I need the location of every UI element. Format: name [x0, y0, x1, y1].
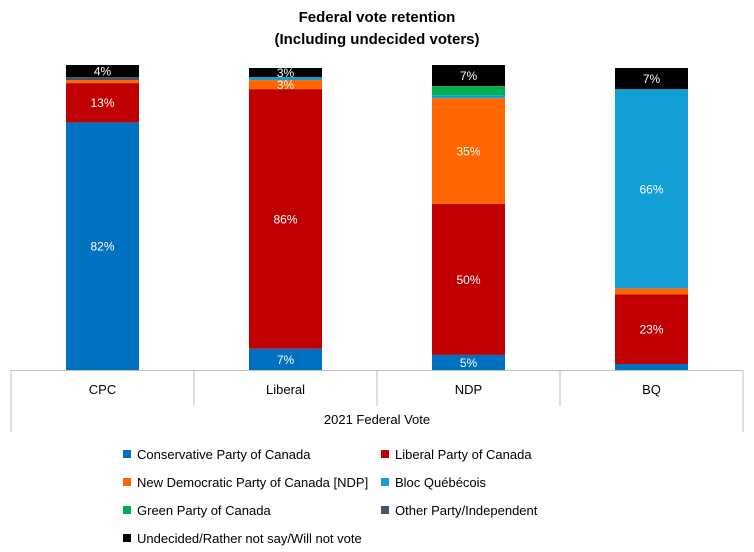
x-axis-title: 2021 Federal Vote: [324, 412, 430, 427]
legend: Conservative Party of Canada Liberal Par…: [123, 440, 683, 552]
data-label-liberal-6: 3%: [277, 66, 295, 80]
x-tick-label-ndp: NDP: [455, 382, 482, 397]
data-label-cpc-1: 13%: [90, 96, 114, 110]
bar-segment-bq-undecided-rather-not-say: [615, 68, 688, 90]
bar-segment-bq-liberal-party-of-canada: [615, 294, 688, 364]
bar-segment-cpc-other-party-independent: [66, 77, 139, 81]
legend-item-other: Other Party/Independent: [381, 503, 537, 518]
x-tick-label-liberal: Liberal: [266, 382, 305, 397]
data-label-cpc-6: 4%: [94, 65, 112, 79]
x-axis: CPC Liberal NDP BQ: [10, 370, 744, 432]
bar-segment-ndp-liberal-party-of-canada: [432, 203, 505, 355]
legend-swatch-other: [381, 506, 389, 514]
legend-swatch-cpc: [123, 450, 131, 458]
bar-segment-cpc-undecided-rather-not-say: [66, 65, 139, 78]
bar-segment-ndp-undecided-rather-not-say: [432, 65, 505, 87]
legend-swatch-ndp: [123, 478, 131, 486]
bar-segment-liberal-undecided-rather-not-say: [249, 68, 322, 78]
bar-segment-ndp-green-party-of-canada: [432, 86, 505, 96]
legend-item-liberal: Liberal Party of Canada: [381, 447, 532, 462]
data-label-ndp-0: 5%: [460, 356, 478, 370]
legend-item-green: Green Party of Canada: [123, 503, 381, 518]
bar-segment-cpc-new-democratic-party-of-: [66, 80, 139, 84]
legend-label-ndp: New Democratic Party of Canada [NDP]: [137, 474, 369, 490]
x-tick-label-cpc: CPC: [89, 382, 116, 397]
legend-item-undecided: Undecided/Rather not say/Will not vote: [123, 531, 362, 546]
legend-swatch-undecided: [123, 534, 131, 542]
data-label-ndp-1: 50%: [456, 273, 480, 287]
chart-title-line2: (Including undecided voters): [274, 31, 479, 48]
bar-segment-liberal-conservative-party-of-ca: [249, 348, 322, 370]
stacked-bar-chart: Federal vote retention (Including undeci…: [10, 9, 744, 432]
x-tick-label-bq: BQ: [642, 382, 661, 397]
bar-segment-bq-bloc-qu-b-cois: [615, 89, 688, 289]
bar-segment-liberal-liberal-party-of-canada: [249, 89, 322, 349]
bar-segment-liberal-bloc-qu-b-cois: [249, 77, 322, 81]
bar-segment-ndp-bloc-qu-b-cois: [432, 95, 505, 99]
legend-item-bq: Bloc Québécois: [381, 475, 486, 490]
legend-swatch-liberal: [381, 450, 389, 458]
data-label-bq-6: 7%: [643, 72, 661, 86]
legend-item-ndp: New Democratic Party of Canada [NDP]: [123, 475, 381, 490]
legend-label-green: Green Party of Canada: [137, 502, 271, 518]
bar-segment-liberal-new-democratic-party-of-: [249, 80, 322, 90]
bar-segment-bq-conservative-party-of-ca: [615, 364, 688, 370]
legend-label-bq: Bloc Québécois: [395, 474, 487, 490]
bar-segment-cpc-liberal-party-of-canada: [66, 83, 139, 123]
data-label-liberal-0: 7%: [277, 353, 295, 367]
legend-swatch-green: [123, 506, 131, 514]
bars-group: 82% 13% 4% 7% 86% 3%3% 5% 50% 35% 7% 23% 66% 7%: [66, 65, 688, 371]
data-label-cpc-0: 82%: [90, 240, 114, 254]
legend-label-cpc: Conservative Party of Canada: [137, 446, 311, 462]
data-label-bq-3: 66%: [639, 182, 663, 196]
bar-segment-ndp-conservative-party-of-ca: [432, 354, 505, 370]
data-label-liberal-1: 86%: [273, 213, 297, 227]
chart-title-line1: Federal vote retention: [299, 9, 456, 26]
data-label-bq-1: 23%: [639, 323, 663, 337]
legend-label-other: Other Party/Independent: [395, 502, 538, 518]
bar-segment-cpc-conservative-party-of-ca: [66, 122, 139, 371]
data-label-ndp-6: 7%: [460, 69, 478, 83]
legend-label-undecided: Undecided/Rather not say/Will not vote: [137, 530, 362, 546]
data-label-liberal-2: 3%: [277, 78, 295, 92]
legend-label-liberal: Liberal Party of Canada: [395, 446, 532, 462]
legend-item-cpc: Conservative Party of Canada: [123, 447, 381, 462]
legend-swatch-bq: [381, 478, 389, 486]
bar-segment-bq-new-democratic-party-of-: [615, 288, 688, 295]
data-label-ndp-2: 35%: [456, 145, 480, 159]
bar-segment-ndp-new-democratic-party-of-: [432, 98, 505, 204]
